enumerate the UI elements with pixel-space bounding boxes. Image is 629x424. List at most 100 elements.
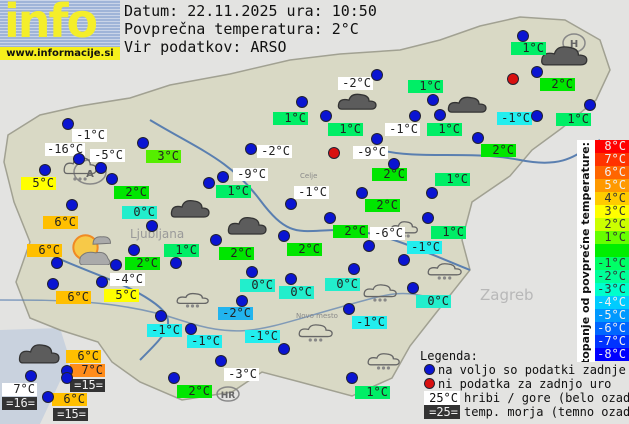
station-dot[interactable]: [399, 255, 409, 265]
station-dot[interactable]: [372, 70, 382, 80]
station-dot[interactable]: [204, 178, 214, 188]
station-temperature: 1°C: [427, 123, 462, 136]
station-dot[interactable]: [237, 296, 247, 306]
station-temperature: 6°C: [43, 216, 78, 229]
station-dot[interactable]: [216, 356, 226, 366]
station-dot[interactable]: [169, 373, 179, 383]
legend-sea: =25= temp. morja (temno ozadje): [420, 405, 629, 419]
legend-hill-text: hribi / gore (belo ozadje): [464, 391, 629, 405]
dark-cloud-icon: [447, 95, 487, 117]
station-dot[interactable]: [40, 165, 50, 175]
station-temperature: 7°C: [2, 383, 37, 396]
station-dot[interactable]: [321, 111, 331, 121]
place-ljubljana: Ljubljana: [130, 227, 184, 241]
station-dot[interactable]: [107, 174, 117, 184]
station-temperature: 1°C: [355, 386, 390, 399]
station-dot[interactable]: [349, 264, 359, 274]
station-dot[interactable]: [279, 231, 289, 241]
station-missing-dot[interactable]: [329, 148, 339, 158]
station-dot[interactable]: [408, 283, 418, 293]
station-temperature: -1°C: [385, 123, 420, 136]
scale-step: -2°C: [595, 270, 629, 283]
station-dot[interactable]: [246, 144, 256, 154]
station-dot[interactable]: [67, 200, 77, 210]
station-dot[interactable]: [286, 274, 296, 284]
station-dot[interactable]: [364, 241, 374, 251]
station-dot[interactable]: [372, 134, 382, 144]
station-dot[interactable]: [344, 304, 354, 314]
station-dot[interactable]: [435, 110, 445, 120]
station-temperature: 1°C: [273, 112, 308, 125]
station-dot[interactable]: [63, 119, 73, 129]
station-dot[interactable]: [585, 100, 595, 110]
station-dot[interactable]: [218, 172, 228, 182]
station-temperature: 6°C: [52, 393, 87, 406]
station-temperature: -1°C: [352, 316, 387, 329]
station-dot[interactable]: [428, 95, 438, 105]
station-dot[interactable]: [52, 258, 62, 268]
place-zagreb: Zagreb: [480, 286, 534, 304]
hungary-marker: H: [570, 39, 578, 50]
station-dot[interactable]: [410, 111, 420, 121]
site-logo[interactable]: info www.informacije.si: [0, 0, 120, 60]
deviation-scale: 8°C 7°C 6°C 5°C 4°C 3°C 2°C 1°C -1°C -2°C -3°C -4°C…: [595, 140, 629, 361]
station-dot[interactable]: [26, 371, 36, 381]
station-temperature: -1°C: [497, 112, 532, 125]
station-dot[interactable]: [96, 163, 106, 173]
rain-cloud-icon: [298, 323, 333, 346]
dark-cloud-icon: [18, 342, 60, 368]
station-temperature: 1°C: [431, 226, 466, 239]
station-dot[interactable]: [211, 235, 221, 245]
station-temperature: -3°C: [224, 368, 259, 381]
station-dot[interactable]: [297, 97, 307, 107]
station-dot[interactable]: [423, 213, 433, 223]
station-dot[interactable]: [427, 188, 437, 198]
station-temperature: -2°C: [257, 145, 292, 158]
station-temperature: 1°C: [556, 113, 591, 126]
station-dot[interactable]: [43, 392, 53, 402]
station-dot[interactable]: [247, 267, 257, 277]
station-dot[interactable]: [532, 111, 542, 121]
station-dot[interactable]: [186, 324, 196, 334]
station-dot[interactable]: [62, 366, 72, 376]
station-dot[interactable]: [156, 311, 166, 321]
station-dot[interactable]: [171, 258, 181, 268]
station-dot[interactable]: [279, 344, 289, 354]
station-dot[interactable]: [532, 67, 542, 77]
station-temperature: -1°C: [245, 330, 280, 343]
scale-step: 8°C: [595, 140, 629, 153]
station-dot[interactable]: [74, 154, 84, 164]
station-temperature: -1°C: [147, 324, 182, 337]
station-dot[interactable]: [97, 277, 107, 287]
station-temperature: 0°C: [416, 295, 451, 308]
data-source: Vir podatkov: ARSO: [124, 38, 287, 56]
station-temperature: 2°C: [219, 247, 254, 260]
station-temperature: =15=: [70, 379, 105, 392]
station-dot[interactable]: [518, 31, 528, 41]
hill-sample: 25°C: [424, 391, 460, 405]
station-dot[interactable]: [357, 188, 367, 198]
station-dot[interactable]: [48, 279, 58, 289]
station-dot[interactable]: [389, 159, 399, 169]
legend-available-text: na voljo so podatki zadnje ure: [438, 363, 629, 377]
station-dot[interactable]: [286, 199, 296, 209]
blue-dot-icon: [425, 365, 434, 374]
station-temperature: -1°C: [187, 335, 222, 348]
scale-step: -1°C: [595, 257, 629, 270]
legend-sea-text: temp. morja (temno ozadje): [464, 405, 629, 419]
scale-step: 5°C: [595, 179, 629, 192]
scale-step: -8°C: [595, 348, 629, 361]
station-dot[interactable]: [129, 245, 139, 255]
scale-step: 7°C: [595, 153, 629, 166]
station-dot[interactable]: [138, 138, 148, 148]
station-dot[interactable]: [347, 373, 357, 383]
station-missing-dot[interactable]: [508, 74, 518, 84]
station-dot[interactable]: [62, 373, 72, 383]
station-dot[interactable]: [325, 213, 335, 223]
place-novo-mesto: Novo mesto: [296, 312, 338, 320]
station-temperature: 2°C: [114, 186, 149, 199]
logo-url[interactable]: www.informacije.si: [0, 47, 120, 60]
station-dot[interactable]: [111, 260, 121, 270]
station-dot[interactable]: [473, 133, 483, 143]
station-dot[interactable]: [147, 221, 157, 231]
